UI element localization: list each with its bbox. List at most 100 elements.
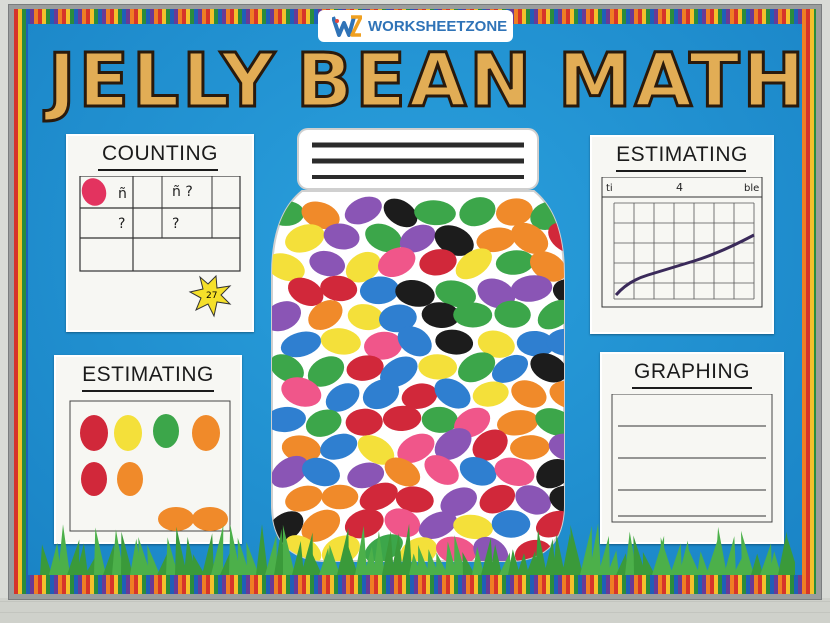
- jelly-bean: [359, 276, 400, 305]
- jelly-bean: [418, 511, 457, 539]
- grass-blade: [715, 526, 727, 575]
- grass-blade: [166, 537, 178, 575]
- grass-blade: [246, 542, 259, 575]
- jelly-bean: [364, 331, 403, 360]
- jelly-bean: [530, 353, 564, 383]
- grass-blade: [589, 523, 601, 575]
- jelly-bean: [477, 330, 515, 358]
- estimating-graph-title: ESTIMATING: [616, 143, 748, 166]
- estimating-beans-poster: ESTIMATING: [54, 355, 242, 544]
- svg-text:?: ?: [118, 216, 125, 232]
- grass-blade: [436, 552, 448, 575]
- grass-blade: [616, 553, 628, 575]
- jelly-bean: [397, 326, 432, 357]
- grass-blade: [256, 524, 268, 575]
- grass-blade: [211, 524, 224, 575]
- jelly-bean: [272, 301, 302, 332]
- jelly-bean: [321, 484, 359, 510]
- grass-blade: [786, 535, 795, 575]
- grass-blade: [346, 547, 358, 575]
- title-word-math: MATH: [557, 37, 808, 126]
- grass-blade: [427, 549, 439, 575]
- counting-underline: [98, 169, 218, 171]
- grass-blade: [724, 536, 736, 575]
- jelly-bean: [320, 433, 358, 460]
- jelly-bean: [309, 250, 346, 277]
- jelly-bean: [384, 508, 421, 538]
- star-label: 27: [206, 291, 217, 301]
- jelly-bean: [510, 435, 550, 460]
- grass-blade: [319, 547, 331, 575]
- estimating-graph-underline: [616, 170, 746, 172]
- watermark-text: WORKSHEETZONE: [368, 17, 508, 35]
- grass-blade: [265, 534, 277, 575]
- jelly-bean: [515, 485, 551, 515]
- grass-blade: [328, 544, 340, 575]
- jelly-bean: [325, 383, 360, 412]
- graphing-title: GRAPHING: [633, 360, 750, 383]
- jelly-bean: [537, 299, 564, 330]
- jelly-bean: [494, 300, 531, 328]
- jelly-bean: [359, 482, 398, 511]
- graph-header-right: ble: [744, 183, 759, 194]
- grass-blade: [660, 537, 673, 575]
- jelly-bean: [458, 352, 496, 383]
- jelly-bean: [459, 197, 496, 227]
- jelly-bean-jar: [271, 128, 565, 562]
- jelly-bean: [272, 354, 304, 383]
- svg-text:ñ: ñ: [118, 186, 127, 202]
- estimating-bean-samples: [69, 400, 231, 532]
- grass-blade: [192, 554, 205, 575]
- worksheetzone-logo-icon: [332, 15, 362, 37]
- jelly-bean: [383, 198, 418, 228]
- jelly-bean: [272, 406, 306, 433]
- grass-blade: [472, 546, 484, 575]
- jelly-bean: [548, 222, 564, 254]
- jelly-bean: [494, 457, 535, 487]
- jelly-bean: [345, 251, 381, 283]
- jelly-bean: [414, 200, 456, 226]
- counting-table: ñ ñ ? ? ? 27: [79, 176, 241, 318]
- grass-blade: [418, 545, 430, 575]
- jelly-bean: [516, 330, 555, 357]
- jelly-bean: [345, 408, 383, 436]
- grass-blade: [697, 551, 709, 575]
- grass-blade: [508, 549, 520, 575]
- grass-blade: [147, 545, 160, 575]
- graph-header-middle: 4: [676, 181, 683, 194]
- wall: [0, 598, 830, 623]
- jelly-bean: [272, 455, 309, 488]
- jelly-bean: [472, 429, 508, 461]
- estimating-beans-title: ESTIMATING: [82, 363, 214, 386]
- grass-blade: [175, 526, 187, 575]
- grass-blade: [282, 524, 295, 575]
- jelly-bean: [362, 379, 400, 410]
- grass-blade: [292, 541, 304, 575]
- jelly-bean: [382, 405, 422, 432]
- jelly-bean: [287, 277, 324, 306]
- jelly-bean: [365, 223, 403, 253]
- jelly-bean: [344, 196, 382, 225]
- jelly-bean: [434, 378, 471, 409]
- jelly-bean: [535, 408, 564, 437]
- grass-blade: [687, 547, 700, 575]
- jelly-bean: [347, 304, 384, 331]
- title: JELLY BEAN MATH: [28, 30, 806, 126]
- jelly-bean: [491, 354, 529, 383]
- jelly-bean: [323, 223, 360, 250]
- jelly-bean: [421, 302, 460, 328]
- jelly-bean: [285, 224, 325, 253]
- jelly-bean: [472, 381, 509, 407]
- jelly-bean: [401, 383, 438, 409]
- jelly-bean: [418, 354, 458, 380]
- jelly-bean: [424, 455, 459, 485]
- jelly-bean: [395, 486, 434, 513]
- jelly-bean: [357, 435, 395, 465]
- jelly-bean: [536, 458, 564, 489]
- jelly-bean: [497, 410, 539, 436]
- jelly-bean: [477, 278, 516, 309]
- watermark-logo: WORKSHEETZONE: [318, 10, 513, 42]
- grass-blade: [760, 543, 772, 575]
- grass-blade: [769, 551, 781, 575]
- grass-blade: [355, 525, 367, 575]
